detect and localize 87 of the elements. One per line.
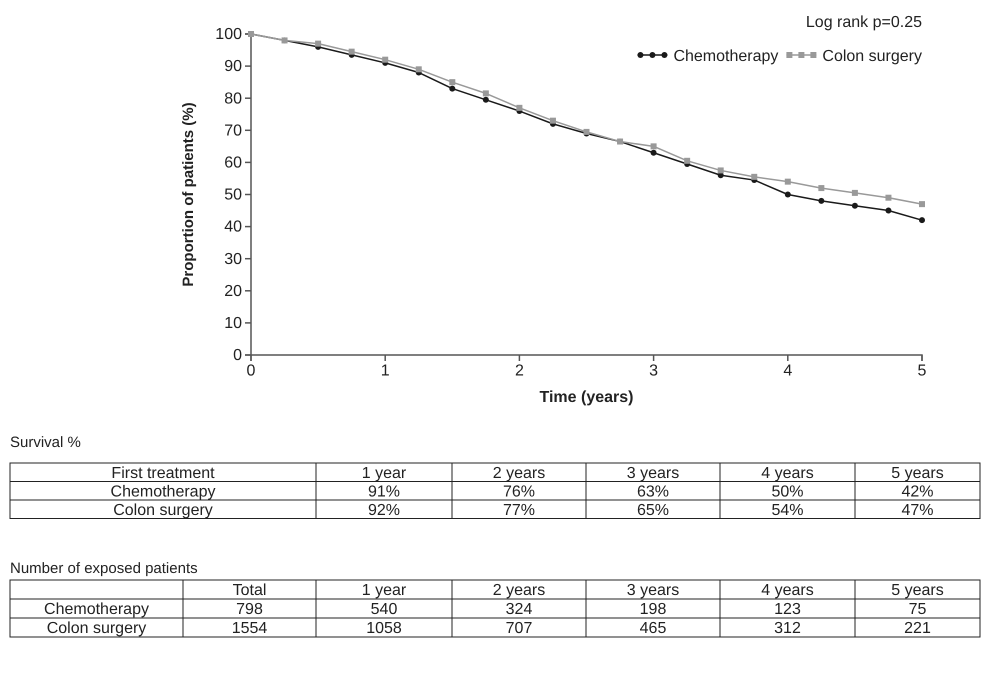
y-tick-label: 30: [224, 250, 242, 268]
point: [919, 217, 925, 224]
point: [784, 192, 791, 198]
y-axis-title: Proportion of patients (%): [180, 102, 197, 287]
y-tick-label: 80: [224, 90, 242, 108]
text: 76%: [502, 483, 536, 500]
text: 50%: [771, 483, 804, 500]
text: Total: [232, 582, 266, 599]
text: Survival %: [10, 434, 81, 451]
point: [684, 158, 690, 164]
y-tick-label: 10: [224, 315, 242, 332]
point: [482, 90, 489, 96]
text: 3 years: [626, 464, 680, 482]
text: 123: [774, 601, 801, 618]
y-tick-label: 60: [224, 154, 242, 172]
point: [818, 198, 824, 204]
x-tick-label: 0: [246, 362, 256, 380]
text: 47%: [901, 502, 934, 519]
text: 540: [370, 601, 398, 618]
text: 5 years: [891, 582, 944, 599]
text: Colon surgery: [46, 620, 146, 637]
text: 91%: [368, 483, 400, 500]
text: 4 years: [761, 582, 814, 599]
point: [449, 79, 456, 86]
point: [650, 150, 657, 156]
text: 1554: [232, 620, 268, 637]
y-tick-label: 100: [215, 26, 242, 44]
text: 798: [236, 601, 263, 618]
text: 1 year: [362, 582, 407, 599]
point: [516, 104, 522, 111]
text: 312: [774, 620, 801, 637]
text: First treatment: [111, 464, 216, 482]
text: 77%: [502, 502, 536, 519]
text: 5 years: [891, 464, 944, 482]
legend-label: Chemotherapy: [673, 48, 778, 65]
point: [818, 185, 824, 192]
text: Number of exposed patients: [10, 560, 198, 577]
y-tick-label: 0: [233, 347, 242, 364]
legend-label: Colon surgery: [822, 48, 922, 65]
x-tick-label: 4: [783, 362, 792, 380]
y-tick-label: 70: [224, 122, 242, 140]
point: [650, 143, 657, 150]
x-axis-title: Time (years): [540, 389, 634, 406]
point: [348, 48, 355, 55]
point: [784, 178, 791, 185]
text: 465: [640, 620, 666, 637]
text: 75: [908, 601, 926, 618]
point: [449, 86, 456, 92]
text: 2 years: [492, 582, 546, 599]
text: 42%: [901, 483, 934, 500]
text: 2 years: [492, 464, 546, 482]
text: 198: [640, 601, 666, 618]
text: 707: [506, 620, 532, 637]
point: [919, 201, 925, 208]
text: 1 year: [362, 464, 407, 482]
y-tick-label: 50: [224, 186, 242, 204]
x-tick-label: 1: [380, 362, 390, 380]
text: Chemotherapy: [110, 483, 216, 500]
point: [416, 66, 422, 72]
point: [885, 208, 892, 214]
text: Chemotherapy: [44, 601, 149, 618]
text: 54%: [771, 502, 804, 519]
point: [852, 190, 858, 196]
text: 4 years: [761, 464, 814, 482]
y-tick-label: 90: [224, 58, 242, 76]
x-tick-label: 3: [649, 362, 658, 380]
point: [482, 96, 489, 103]
text: 92%: [368, 502, 400, 519]
point: [885, 194, 892, 201]
text: Log rank p=0.25: [806, 14, 922, 31]
point: [382, 56, 388, 63]
text: 1058: [366, 620, 402, 637]
x-tick-label: 2: [514, 362, 524, 380]
y-tick-label: 40: [224, 218, 242, 236]
y-tick-label: 20: [224, 282, 242, 300]
text: Colon surgery: [113, 502, 213, 519]
point: [852, 202, 858, 209]
text: 324: [506, 601, 532, 618]
text: 221: [904, 620, 931, 637]
point: [315, 40, 322, 47]
point: [718, 167, 724, 174]
point: [751, 174, 758, 180]
x-tick-label: 5: [918, 362, 927, 380]
text: 65%: [636, 502, 670, 519]
point: [550, 118, 556, 124]
text: 3 years: [626, 582, 680, 599]
text: 63%: [636, 483, 670, 500]
